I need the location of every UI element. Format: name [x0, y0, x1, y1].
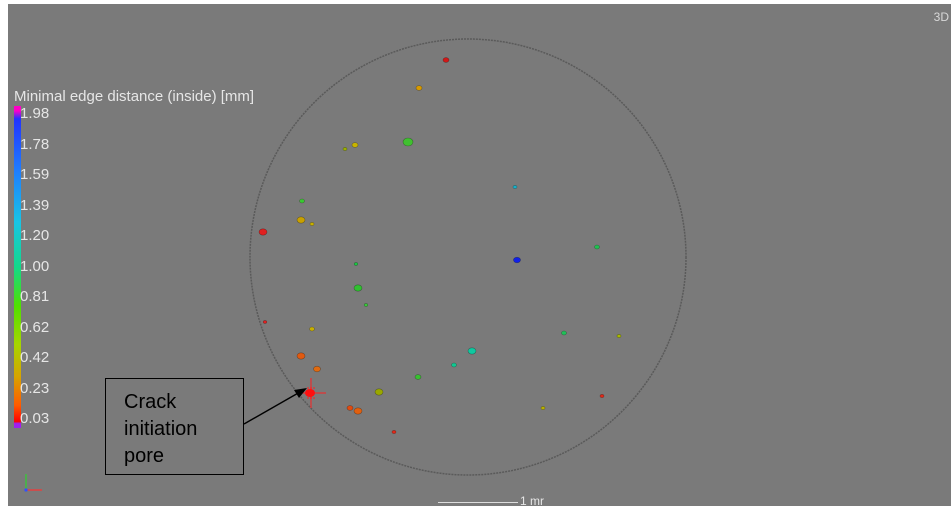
- scale-bar-label: 1 mr: [520, 494, 544, 506]
- legend-tick: 0.81: [20, 288, 50, 305]
- pore: [414, 374, 422, 380]
- pore: [467, 347, 477, 355]
- pore: [309, 222, 315, 226]
- callout-line: initiation: [124, 418, 198, 440]
- pore: [374, 388, 384, 396]
- pore: [616, 334, 622, 338]
- pore: [402, 137, 414, 147]
- pore: [296, 216, 306, 224]
- scale-bar-line: [438, 500, 518, 504]
- pore: [299, 198, 305, 204]
- pore: [346, 405, 354, 411]
- axis-triad-icon: [24, 474, 42, 492]
- view-mode-label[interactable]: 3D: [933, 10, 949, 24]
- legend-tick: 1.78: [20, 136, 50, 153]
- pore: [540, 406, 546, 410]
- pore: [415, 85, 423, 91]
- pore: [451, 362, 457, 368]
- pore: [513, 256, 521, 264]
- 3d-viewport[interactable]: 3D Minimal edge distance (inside) [mm] 1…: [8, 4, 951, 506]
- scale-bar: 1 mr: [438, 494, 544, 506]
- legend-tick: 1.39: [20, 197, 50, 214]
- pore: [353, 262, 359, 266]
- legend-tick: 0.03: [20, 410, 50, 427]
- callout-line: pore: [124, 445, 165, 467]
- pore: [594, 244, 600, 250]
- legend-tick: 1.20: [20, 227, 50, 244]
- legend-title: Minimal edge distance (inside) [mm]: [14, 88, 255, 105]
- pore: [512, 185, 518, 189]
- callout-arrow-line: [243, 391, 301, 425]
- pore: [353, 407, 363, 415]
- legend-tick: 1.98: [20, 105, 50, 122]
- legend-tick: 0.42: [20, 349, 50, 366]
- callout-arrowhead: [294, 388, 307, 398]
- legend-colorbar: [14, 106, 21, 428]
- pore: [599, 394, 605, 398]
- pore-group: [258, 57, 622, 434]
- pore: [262, 320, 268, 324]
- pore: [313, 365, 321, 373]
- pore: [351, 142, 359, 148]
- callout-line: Crack: [124, 391, 177, 413]
- pore: [442, 57, 450, 63]
- pore: [353, 284, 363, 292]
- crack-callout-box: Crack initiation pore: [105, 378, 244, 475]
- pore: [309, 326, 315, 332]
- legend-tick: 0.62: [20, 319, 50, 336]
- sample-boundary: [249, 38, 687, 476]
- legend-tick: 1.59: [20, 166, 50, 183]
- pore: [561, 330, 567, 336]
- pore: [258, 228, 268, 236]
- pore: [363, 303, 369, 307]
- legend-tick: 0.23: [20, 380, 50, 397]
- crack-initiation-pore: [305, 389, 315, 397]
- pore: [296, 352, 306, 360]
- legend-tick: 1.00: [20, 258, 50, 275]
- pore: [391, 430, 397, 434]
- pore-scene: [243, 38, 687, 476]
- pore: [342, 147, 348, 151]
